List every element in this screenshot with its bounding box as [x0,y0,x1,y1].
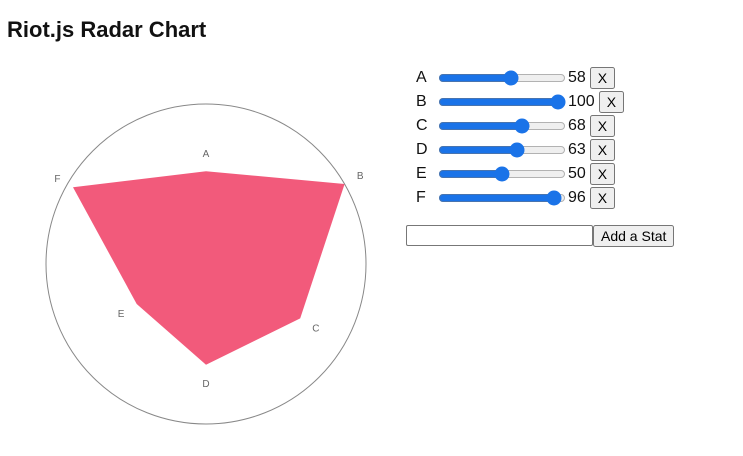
page-title: Riot.js Radar Chart [7,17,207,42]
remove-stat-button[interactable]: X [589,139,616,161]
stat-label: D [416,141,428,158]
stat-label: F [416,189,426,206]
stat-row: B 100 X [416,90,625,114]
stat-slider[interactable] [438,142,566,158]
stat-row: C 68 X [416,114,624,138]
stat-value: 68 [568,117,586,134]
remove-stat-button[interactable]: X [598,91,625,113]
axis-label: D [202,379,209,390]
stat-row: A 58 X [416,66,624,90]
stat-slider[interactable] [438,190,566,206]
remove-stat-button[interactable]: X [589,115,616,137]
axis-label: C [312,323,319,334]
stat-label: C [416,117,428,134]
stat-value: 96 [568,189,586,206]
stat-label: B [416,93,427,110]
radar-chart: A B C D E F [45,103,367,425]
stat-value: 50 [568,165,586,182]
radar-outline [45,103,367,425]
add-stat-button[interactable]: Add a Stat [593,225,675,247]
axis-label: E [118,309,125,320]
axis-label: F [54,174,60,185]
stat-row: E 50 X [416,162,624,186]
remove-stat-button[interactable]: X [589,163,616,185]
stat-slider[interactable] [438,70,566,86]
stat-slider[interactable] [438,94,566,110]
stat-value: 58 [568,69,586,86]
radar-polygon [73,171,345,365]
stat-label: E [416,165,427,182]
stat-value: 100 [568,93,595,110]
stat-label: A [416,69,427,86]
add-stat-form: Add a Stat [406,225,675,247]
stat-value: 63 [568,141,586,158]
remove-stat-button[interactable]: X [589,67,616,89]
axis-label: B [357,171,364,182]
stat-slider[interactable] [438,166,566,182]
axis-label: A [203,149,210,160]
new-stat-input[interactable] [406,225,593,246]
remove-stat-button[interactable]: X [589,187,616,209]
stat-slider[interactable] [438,118,566,134]
stat-row: F 96 X [416,186,624,210]
stat-row: D 63 X [416,138,624,162]
